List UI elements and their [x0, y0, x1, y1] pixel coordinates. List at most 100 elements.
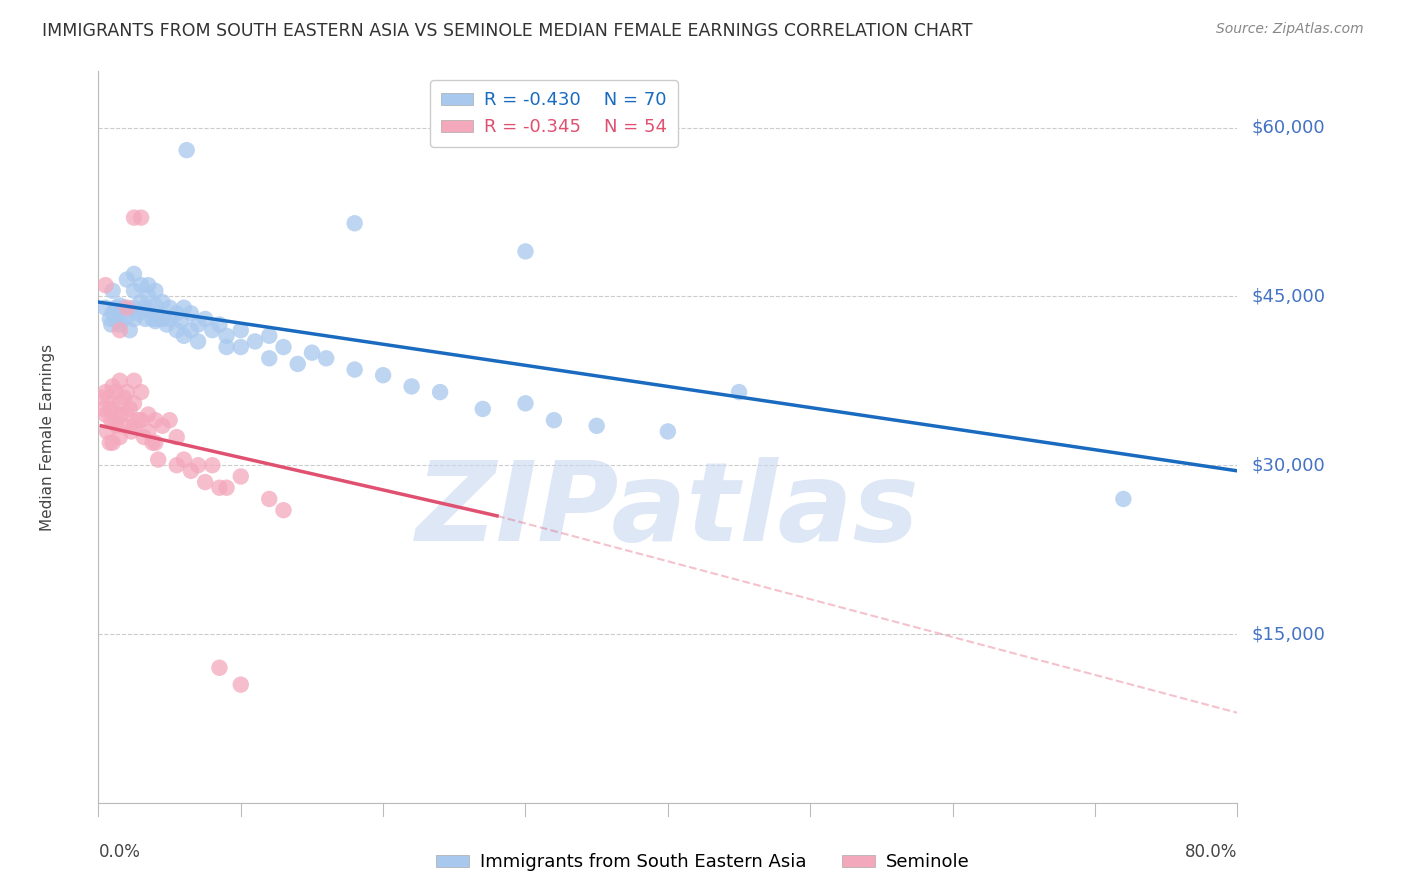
Point: [471, 401, 494, 416]
Text: IMMIGRANTS FROM SOUTH EASTERN ASIA VS SEMINOLE MEDIAN FEMALE EARNINGS CORRELATIO: IMMIGRANTS FROM SOUTH EASTERN ASIA VS SE…: [42, 22, 973, 40]
Point: [105, 418, 128, 433]
Point: [515, 396, 537, 410]
Point: [98, 401, 121, 416]
Point: [120, 425, 142, 439]
Point: [122, 267, 145, 281]
Point: [259, 351, 281, 366]
Point: [122, 418, 145, 433]
Point: [208, 481, 231, 495]
Point: [243, 334, 266, 349]
Point: [94, 278, 117, 293]
Point: [129, 295, 152, 310]
Point: [229, 678, 252, 692]
Point: [112, 391, 135, 405]
Point: [180, 306, 202, 320]
Point: [108, 306, 131, 320]
Point: [115, 408, 138, 422]
Point: [100, 318, 122, 332]
Point: [132, 301, 155, 315]
Point: [118, 323, 141, 337]
Point: [97, 391, 120, 405]
Point: [115, 310, 138, 324]
Point: [94, 408, 117, 422]
Point: [152, 418, 174, 433]
Point: [93, 401, 115, 416]
Point: [229, 323, 252, 337]
Point: [122, 301, 145, 315]
Point: [1112, 491, 1135, 506]
Point: [94, 301, 117, 315]
Point: [229, 340, 252, 354]
Point: [145, 413, 167, 427]
Point: [122, 374, 145, 388]
Point: [145, 314, 167, 328]
Point: [215, 481, 238, 495]
Point: [108, 430, 131, 444]
Point: [259, 491, 281, 506]
Point: [118, 401, 141, 416]
Point: [315, 351, 337, 366]
Point: [343, 362, 366, 376]
Point: [136, 302, 159, 317]
Point: [201, 323, 224, 337]
Text: $60,000: $60,000: [1251, 119, 1324, 136]
Text: Median Female Earnings: Median Female Earnings: [39, 343, 55, 531]
Point: [101, 306, 124, 320]
Point: [108, 396, 131, 410]
Point: [136, 278, 159, 293]
Point: [101, 435, 124, 450]
Point: [108, 323, 131, 337]
Text: $30,000: $30,000: [1251, 456, 1324, 475]
Point: [585, 418, 607, 433]
Point: [108, 318, 131, 332]
Point: [148, 452, 170, 467]
Point: [108, 298, 131, 312]
Point: [105, 314, 128, 328]
Point: [173, 301, 195, 315]
Point: [343, 216, 366, 230]
Text: $45,000: $45,000: [1251, 287, 1326, 305]
Legend: Immigrants from South Eastern Asia, Seminole: Immigrants from South Eastern Asia, Semi…: [429, 847, 977, 879]
Point: [145, 284, 167, 298]
Point: [156, 318, 179, 332]
Point: [127, 306, 149, 320]
Point: [141, 435, 163, 450]
Point: [122, 211, 145, 225]
Point: [229, 469, 252, 483]
Point: [145, 298, 167, 312]
Point: [176, 143, 198, 157]
Point: [273, 503, 295, 517]
Point: [148, 312, 170, 326]
Point: [136, 425, 159, 439]
Point: [180, 323, 202, 337]
Point: [115, 301, 138, 315]
Point: [104, 413, 127, 427]
Point: [194, 312, 217, 326]
Point: [145, 435, 167, 450]
Point: [401, 379, 423, 393]
Point: [373, 368, 395, 383]
Point: [96, 425, 118, 439]
Point: [728, 385, 751, 400]
Text: Source: ZipAtlas.com: Source: ZipAtlas.com: [1216, 22, 1364, 37]
Text: 0.0%: 0.0%: [98, 843, 141, 861]
Point: [152, 312, 174, 326]
Point: [170, 314, 193, 328]
Text: $15,000: $15,000: [1251, 625, 1324, 643]
Point: [166, 306, 188, 320]
Point: [287, 357, 309, 371]
Point: [101, 379, 124, 393]
Point: [91, 391, 114, 405]
Point: [215, 340, 238, 354]
Point: [159, 413, 181, 427]
Point: [122, 312, 145, 326]
Legend: R = -0.430    N = 70, R = -0.345    N = 54: R = -0.430 N = 70, R = -0.345 N = 54: [430, 80, 678, 147]
Point: [173, 328, 195, 343]
Point: [136, 408, 159, 422]
Point: [208, 661, 231, 675]
Point: [129, 211, 152, 225]
Point: [132, 430, 155, 444]
Point: [98, 435, 121, 450]
Point: [173, 452, 195, 467]
Point: [122, 284, 145, 298]
